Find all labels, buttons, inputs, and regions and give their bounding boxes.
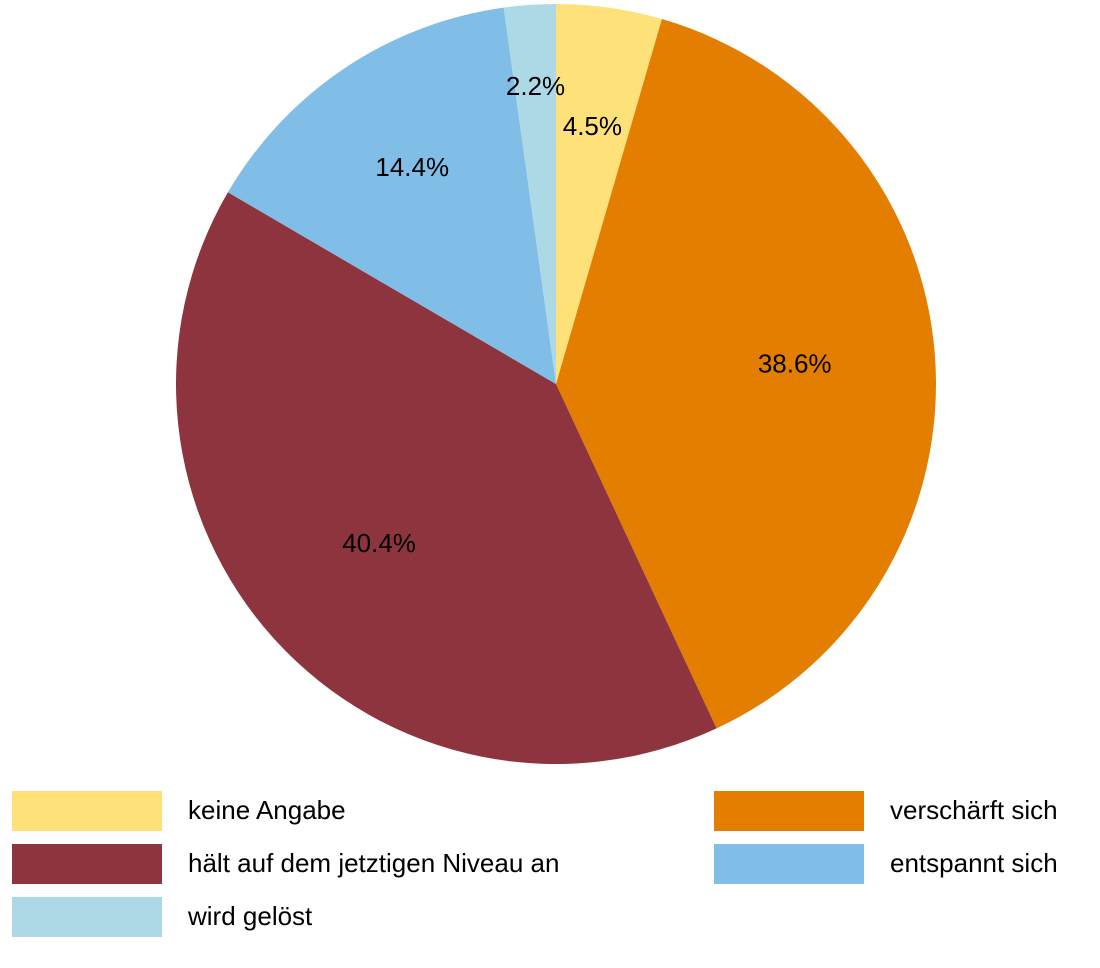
legend-swatch xyxy=(714,844,864,884)
legend-swatch xyxy=(12,791,162,831)
legend-label: entspannt sich xyxy=(890,848,1058,878)
legend-label: verschärft sich xyxy=(890,795,1058,825)
pie-slice xyxy=(556,19,936,729)
pie-slice xyxy=(227,7,556,384)
pie-slice xyxy=(556,4,662,384)
legend-label: hält auf dem jetztigen Niveau an xyxy=(188,848,559,878)
legend-swatch xyxy=(12,844,162,884)
pie-slice xyxy=(175,192,717,764)
data-label: 40.4% xyxy=(342,528,416,558)
data-label: 4.5% xyxy=(563,111,622,141)
pie-slice xyxy=(503,4,556,384)
legend-label: wird gelöst xyxy=(187,901,313,931)
data-label: 2.2% xyxy=(506,71,565,101)
legend-swatch xyxy=(714,791,864,831)
legend-label: keine Angabe xyxy=(188,795,346,825)
data-label: 14.4% xyxy=(375,152,449,182)
legend-swatch xyxy=(12,897,162,937)
data-label: 38.6% xyxy=(758,348,832,378)
